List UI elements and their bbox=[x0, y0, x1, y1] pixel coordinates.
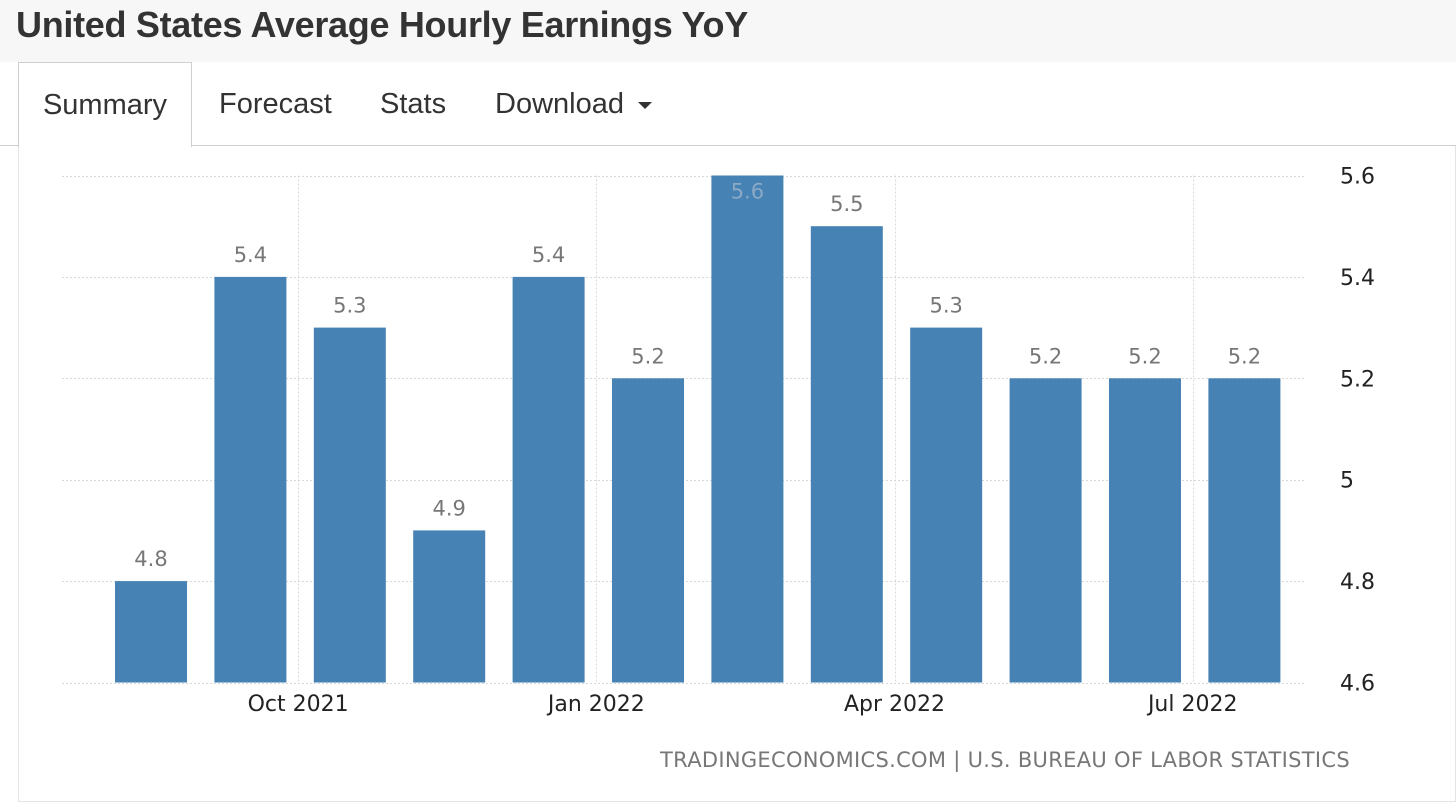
page-title: United States Average Hourly Earnings Yo… bbox=[16, 4, 748, 45]
source-credit: TRADINGECONOMICS.COM | U.S. BUREAU OF LA… bbox=[660, 748, 1350, 772]
bar bbox=[910, 327, 983, 683]
caret-down-icon bbox=[637, 101, 652, 109]
y-tick-label: 5.6 bbox=[1340, 165, 1375, 190]
bar bbox=[1208, 378, 1281, 683]
bar bbox=[214, 276, 287, 683]
bar bbox=[711, 175, 784, 683]
tab-forecast[interactable]: Forecast bbox=[219, 88, 332, 120]
bar bbox=[1109, 378, 1181, 683]
bar-chart: 4.8 5.4 5.3 4.9 5.4 5.2 5.6 5.5 5.3 5.2 5.2 5.2 4.6 4… bbox=[62, 165, 1375, 717]
y-tick-label: 5.2 bbox=[1340, 367, 1375, 392]
panel-left-border bbox=[18, 146, 19, 802]
y-tick-label: 4.6 bbox=[1340, 672, 1375, 697]
bar bbox=[512, 276, 585, 683]
bar bbox=[810, 226, 883, 683]
bar-value-label: 4.9 bbox=[432, 496, 465, 520]
tab-download[interactable]: Download bbox=[495, 62, 652, 146]
bar-value-label: 5.2 bbox=[1228, 344, 1261, 368]
bar-value-label: 5.2 bbox=[1128, 344, 1161, 368]
bar-value-label: 5.5 bbox=[830, 192, 863, 216]
bar bbox=[313, 327, 386, 683]
tab-strip: Summary Forecast Stats Download bbox=[0, 62, 1456, 147]
y-tick-label: 4.8 bbox=[1340, 570, 1375, 595]
bar-value-label: 5.4 bbox=[532, 243, 565, 267]
bar bbox=[115, 581, 187, 683]
x-tick-label: Oct 2021 bbox=[248, 692, 349, 717]
bar-value-label: 5.3 bbox=[333, 294, 366, 318]
tab-download-label: Download bbox=[495, 88, 624, 120]
x-tick-label: Jul 2022 bbox=[1146, 692, 1238, 717]
panel-bottom-border bbox=[18, 801, 1456, 802]
bar-value-label: 5.3 bbox=[929, 294, 962, 318]
bar-value-label: 5.2 bbox=[1029, 344, 1062, 368]
title-bar: United States Average Hourly Earnings Yo… bbox=[0, 0, 1456, 63]
bar-value-label: 5.4 bbox=[234, 243, 267, 267]
bar bbox=[1009, 378, 1082, 683]
bar-value-label: 5.6 bbox=[731, 180, 764, 204]
bar bbox=[612, 378, 684, 683]
y-tick-label: 5.4 bbox=[1340, 266, 1375, 291]
tab-stats[interactable]: Stats bbox=[380, 88, 447, 120]
tab-summary[interactable]: Summary bbox=[18, 62, 192, 147]
x-tick-label: Apr 2022 bbox=[844, 692, 945, 717]
y-tick-label: 5 bbox=[1340, 469, 1354, 494]
bar-value-label: 4.8 bbox=[134, 547, 167, 571]
bar bbox=[413, 530, 486, 683]
x-tick-label: Jan 2022 bbox=[546, 692, 645, 717]
bar-value-label: 5.2 bbox=[631, 344, 664, 368]
